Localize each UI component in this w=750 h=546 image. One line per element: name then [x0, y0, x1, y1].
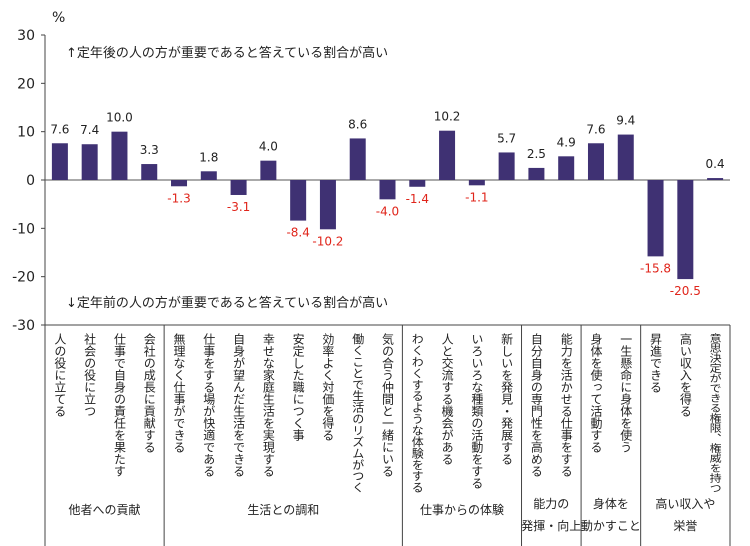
value-label: 7.6: [586, 122, 605, 136]
value-label: 5.7: [497, 131, 516, 145]
category-label: 社会の役に立つ: [83, 332, 97, 417]
y-tick-label: 0: [26, 173, 35, 189]
bar: [290, 180, 307, 221]
value-label: 3.3: [140, 143, 159, 157]
value-label: 0.4: [706, 157, 725, 171]
category-label: 能力を活かせる仕事をする: [559, 333, 573, 477]
category-label: 自身が望んだ生活をできる: [232, 333, 246, 477]
category-label: 自分自身の専門性を高める: [529, 333, 543, 477]
group-label: 発揮・向上: [521, 518, 581, 533]
value-label: 8.6: [348, 117, 367, 131]
bar: [230, 180, 247, 195]
bar: [319, 180, 336, 230]
value-label: -20.5: [670, 284, 701, 298]
value-label: -10.2: [312, 234, 343, 248]
group-label: 仕事からの体験: [420, 502, 504, 517]
category-label: 仕事をする場が快適である: [202, 333, 216, 477]
category-label: 人の役に立てる: [53, 333, 67, 417]
group-label: 生活との調和: [247, 503, 319, 517]
group-label: 動かすこと: [581, 519, 641, 533]
group-label: 能力の: [533, 497, 569, 511]
category-label: 幸せな家庭生活を実現する: [261, 333, 275, 477]
value-label: -1.4: [406, 192, 429, 206]
category-label: 人と交流する機会がある: [440, 333, 454, 465]
category-label: 一生懸命に身体を使う: [619, 333, 633, 453]
value-label: -8.4: [286, 226, 309, 240]
bar: [558, 156, 575, 180]
bar: [528, 167, 545, 180]
bar: [51, 143, 68, 180]
category-label: 働くことで生活のリズムがつく: [351, 333, 365, 493]
y-tick-label: -10: [12, 221, 35, 237]
category-label: 気の合う仲間と一緒にいる: [381, 332, 395, 477]
bar: [81, 144, 98, 180]
value-label: 4.9: [557, 135, 576, 149]
category-label: 意思決定ができる権限、権威を持つ: [708, 332, 722, 493]
category-label: 会社の成長に貢献する: [142, 333, 156, 453]
annotation-bottom: ↓定年前の人の方が重要であると答えている割合が高い: [66, 296, 389, 311]
bar: [707, 178, 724, 180]
category-label: 身体を使って活動する: [589, 332, 603, 453]
bar: [349, 138, 366, 180]
bar: [677, 180, 694, 280]
category-label: 無理なく仕事ができる: [172, 332, 186, 453]
category-label: 効率よく対価を得る: [321, 332, 335, 441]
group-label: 他者への貢献: [69, 502, 141, 517]
value-label: 1.8: [199, 150, 218, 164]
category-label: 新しいを発見・発展する: [500, 332, 514, 465]
bar: [379, 180, 396, 200]
y-tick-label: 10: [17, 125, 35, 141]
y-tick-label: 30: [17, 28, 35, 44]
category-label: 昇進できる: [649, 333, 663, 393]
value-label: 10.0: [106, 111, 133, 125]
bar: [141, 164, 158, 180]
value-label: -1.3: [167, 191, 190, 205]
value-label: -1.1: [465, 190, 488, 204]
value-label: -4.0: [376, 204, 399, 218]
bar: [647, 180, 664, 257]
group-label: 身体を: [593, 496, 629, 511]
value-label: 9.4: [616, 114, 635, 128]
bar: [617, 134, 634, 180]
annotation-top: ↑定年後の人の方が重要であると答えている割合が高い: [66, 46, 389, 61]
category-label: 安定した職につく事: [291, 332, 305, 441]
value-label: 10.2: [434, 110, 461, 124]
bar: [439, 130, 456, 180]
value-label: -15.8: [640, 261, 671, 275]
category-label: いろいろな種類の活動をする: [470, 333, 484, 489]
category-label: わくわくするような体験をする: [410, 333, 424, 493]
y-tick-label: -30: [12, 318, 35, 334]
group-label: 高い収入や: [655, 496, 715, 511]
bar: [498, 152, 515, 180]
value-label: -3.1: [227, 200, 250, 214]
bar: [171, 180, 188, 187]
group-label: 栄誉: [673, 519, 697, 533]
bar: [587, 143, 604, 180]
value-label: 7.6: [50, 122, 69, 136]
category-label: 高い収入を得る: [678, 332, 692, 417]
bar: [260, 160, 277, 180]
value-label: 4.0: [259, 140, 278, 154]
value-label: 2.5: [527, 147, 546, 161]
y-tick-label: 20: [17, 76, 35, 92]
category-label: 仕事で自身の責任を果たす: [112, 333, 126, 477]
bar: [468, 180, 485, 186]
y-tick-label: -20: [12, 270, 35, 286]
value-label: 7.4: [80, 123, 99, 137]
bar: [409, 180, 426, 187]
bar: [111, 131, 128, 180]
unit-label: %: [52, 10, 66, 26]
bar: [200, 171, 217, 180]
